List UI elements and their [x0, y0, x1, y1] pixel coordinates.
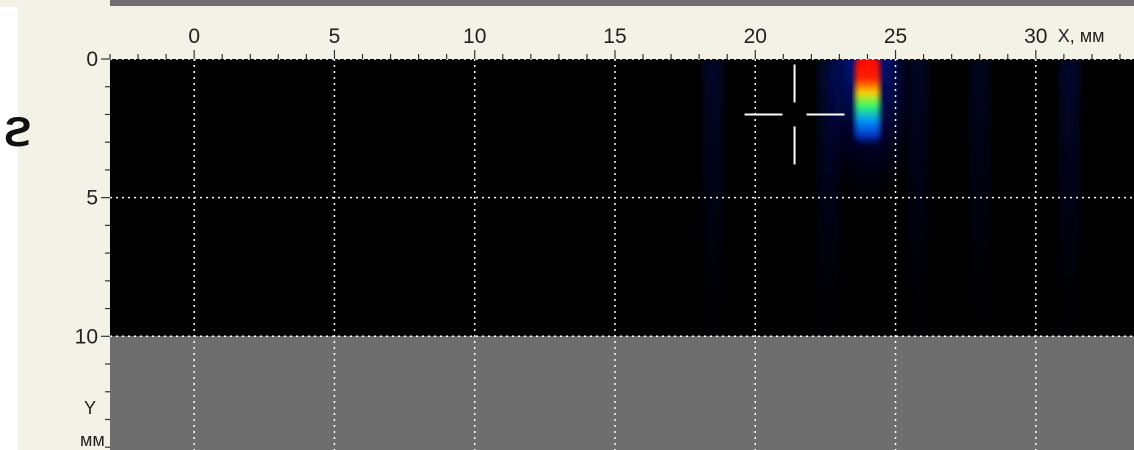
x-tick-label: 30 [1024, 25, 1047, 48]
x-tick-label: 5 [329, 25, 341, 48]
top-bar [110, 0, 1134, 6]
x-axis-title: X, мм [1058, 26, 1105, 46]
outside-region [110, 336, 1134, 450]
cursor-layer[interactable] [744, 64, 845, 165]
x-tick-label: 15 [603, 25, 626, 48]
tick-layer: 0 5 10 15 20 25 30 0 5 10 [75, 25, 1121, 448]
y-tick-label: 5 [86, 187, 98, 210]
weak-band-4 [969, 59, 990, 337]
y-tick-label: 0 [86, 48, 98, 71]
x-tick-label: 25 [884, 25, 907, 48]
y-axis-title-line-1: Y [84, 398, 96, 418]
weak-band-3 [907, 59, 928, 337]
x-tick-label: 20 [744, 25, 767, 48]
weak-band-1 [703, 59, 724, 337]
weak-band-2 [818, 59, 839, 337]
hotspot-core [854, 59, 881, 148]
y-axis-title-line-2: мм [80, 430, 105, 450]
x-tick-label: 10 [463, 25, 486, 48]
heatmap-layer [703, 59, 1080, 337]
panel-label: ϩ [4, 108, 33, 155]
grid-layer [110, 58, 1134, 450]
y-tick-label: 10 [75, 325, 98, 348]
weak-band-5 [1059, 59, 1080, 337]
x-tick-label: 0 [188, 25, 200, 48]
